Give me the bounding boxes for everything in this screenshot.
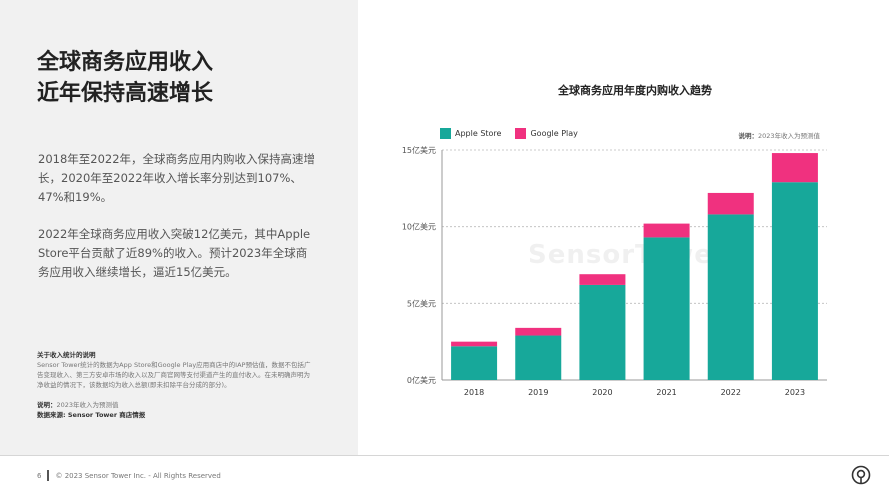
y-tick-label: 5亿美元	[407, 298, 436, 308]
x-tick-label: 2019	[528, 388, 548, 397]
legend-swatch-google	[515, 128, 527, 139]
notes-forecast-text: 2023年收入为预测值	[56, 401, 119, 409]
legend-label-google: Google Play	[530, 129, 578, 138]
copyright: © 2023 Sensor Tower Inc. - All Rights Re…	[55, 471, 221, 480]
x-tick-label: 2022	[721, 388, 741, 397]
footer-divider	[0, 455, 889, 456]
watermark: SensorTower	[528, 240, 727, 270]
legend-label-apple: Apple Store	[455, 129, 502, 138]
bar-google-play	[515, 327, 562, 336]
x-tick-label: 2018	[464, 388, 484, 397]
bar-apple-store	[451, 346, 498, 380]
chart-note-label: 说明：	[738, 132, 758, 140]
bar-google-play	[771, 153, 818, 183]
headline-line-2: 近年保持高速增长	[37, 81, 214, 106]
bar-google-play	[707, 192, 754, 215]
x-tick-label: 2021	[656, 388, 676, 397]
body-text: 2018年至2022年，全球商务应用内购收入保持高速增长，2020年至2022年…	[38, 150, 318, 300]
notes-forecast: 说明：2023年收入为预测值	[37, 400, 312, 410]
bar-google-play	[451, 341, 498, 347]
headline-line-1: 全球商务应用收入	[37, 50, 214, 75]
bar-apple-store	[643, 237, 690, 380]
left-panel	[0, 0, 358, 455]
footer-separator	[47, 470, 50, 481]
footer: 6 © 2023 Sensor Tower Inc. - All Rights …	[37, 470, 221, 481]
bar-chart: 0亿美元 5亿美元 10亿美元 15亿美元 2018 2019 2020 2021 2022 20…	[402, 145, 827, 397]
bar-google-play	[579, 274, 626, 285]
legend-swatch-apple	[440, 128, 451, 139]
chart-note-text: 2023年收入为预测值	[757, 132, 820, 140]
page-number: 6	[37, 471, 42, 480]
bar-apple-store	[579, 284, 626, 380]
legend-item-google: Google Play	[515, 128, 578, 139]
notes-forecast-label: 说明：	[37, 401, 57, 409]
notes-source: 数据来源: Sensor Tower 商店情报	[37, 410, 312, 420]
chart-legend: Apple Store Google Play	[440, 128, 592, 139]
chart-note: 说明：2023年收入为预测值	[700, 130, 820, 140]
chart-title: 全球商务应用年度内购收入趋势	[558, 84, 712, 97]
sensor-tower-logo-icon	[851, 465, 871, 485]
y-tick-label: 0亿美元	[407, 375, 436, 385]
body-paragraph-1: 2018年至2022年，全球商务应用内购收入保持高速增长，2020年至2022年…	[38, 152, 316, 204]
notes-text: Sensor Tower统计的数据为App Store和Google Play应…	[37, 361, 311, 389]
notes-title: 关于收入统计的说明	[37, 351, 96, 359]
headline: 全球商务应用收入 近年保持高速增长	[37, 47, 337, 109]
bar-apple-store	[515, 335, 562, 380]
legend-item-apple: Apple Store	[440, 128, 501, 139]
y-tick-label: 10亿美元	[402, 222, 436, 232]
bar-apple-store	[707, 214, 754, 380]
y-tick-label: 15亿美元	[402, 145, 436, 155]
body-paragraph-2: 2022年全球商务应用收入突破12亿美元，其中Apple Store平台贡献了近…	[38, 227, 311, 279]
notes: 关于收入统计的说明 Sensor Tower统计的数据为App Store和Go…	[37, 350, 312, 420]
bar-apple-store	[771, 182, 818, 380]
x-tick-label: 2023	[785, 388, 805, 397]
notes-source-text: 数据来源: Sensor Tower 商店情报	[37, 411, 146, 419]
bar-google-play	[643, 223, 690, 238]
x-tick-label: 2020	[592, 388, 612, 397]
